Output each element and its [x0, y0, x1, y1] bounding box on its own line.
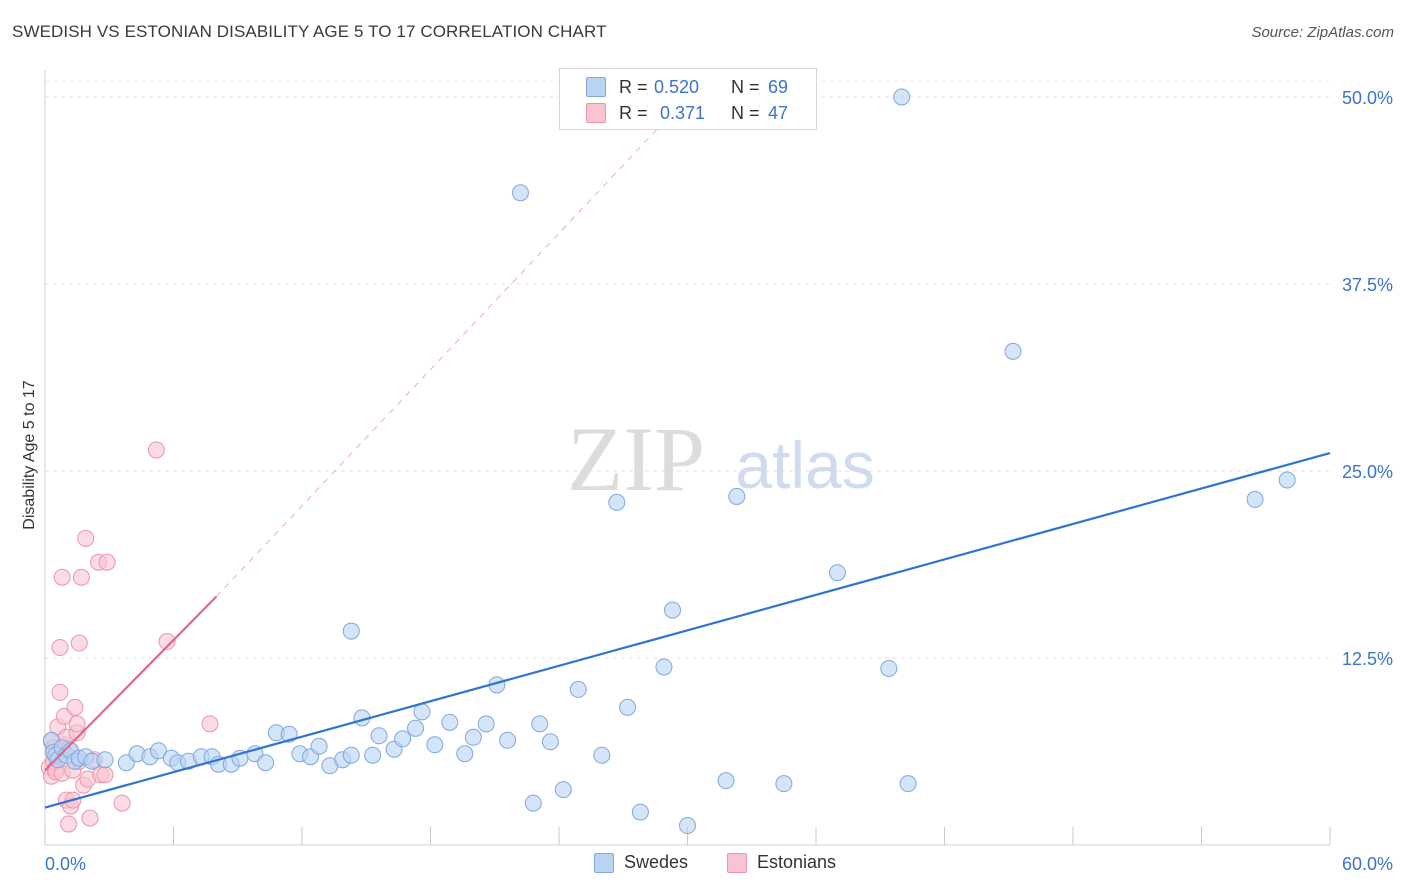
swedes-point	[541, 733, 559, 751]
swedes-point	[96, 751, 114, 769]
swedes-point	[342, 622, 360, 640]
swedes-point	[1246, 490, 1264, 508]
swedes-point	[456, 745, 474, 763]
swedes-swatch	[586, 77, 606, 97]
swedes-point	[477, 715, 495, 733]
swedes-point	[1004, 342, 1022, 360]
estonians-point	[113, 794, 131, 812]
estonians-trend-line	[44, 595, 218, 771]
legend-estonians-n: 47	[768, 102, 789, 123]
estonians-point	[53, 568, 71, 586]
swedes-point	[370, 727, 388, 745]
trend-lines	[44, 96, 1331, 809]
swedes-point	[717, 772, 735, 790]
y-tick-label-3: 50.0%	[1342, 88, 1393, 108]
swedes-point	[608, 493, 626, 511]
correlation-legend: R = 0.520 N = 69 R = 0.371 N = 47	[559, 68, 817, 130]
y-tick-label-0: 12.5%	[1342, 649, 1393, 669]
legend-item-swedes[interactable]: Swedes	[594, 852, 688, 873]
estonians-point	[158, 633, 176, 651]
swedes-trend-line	[44, 451, 1331, 809]
estonians-trend-extension	[215, 96, 688, 598]
chart-title: SWEDISH VS ESTONIAN DISABILITY AGE 5 TO …	[12, 22, 607, 41]
swedes-point	[893, 88, 911, 106]
source-label: Source: ZipAtlas.com	[1251, 24, 1394, 41]
estonians-point	[81, 809, 99, 827]
watermark-zip: ZIP	[567, 408, 705, 510]
swedes-point	[310, 737, 328, 755]
swedes-point	[593, 746, 611, 764]
estonians-point	[72, 568, 90, 586]
swedes-point	[394, 730, 412, 748]
legend-swedes-r: 0.520	[654, 76, 700, 97]
legend-row-swedes: R = 0.520 N = 69	[560, 74, 818, 100]
swedes-legend-swatch	[594, 852, 614, 873]
swedes-point	[828, 564, 846, 582]
legend-row-estonians: R = 0.371 N = 47	[560, 100, 818, 126]
legend-item-estonians[interactable]: Estonians	[727, 852, 836, 873]
swedes-points	[42, 88, 1296, 835]
swedes-point	[364, 746, 382, 764]
estonians-point	[51, 639, 69, 657]
swedes-point	[554, 781, 572, 799]
x-tick-label-max: 60.0%	[1342, 854, 1393, 874]
estonians-point	[96, 766, 114, 784]
swedes-point	[619, 698, 637, 716]
estonians-point	[70, 634, 88, 652]
estonians-points	[40, 441, 219, 833]
legend-swedes-n: 69	[768, 76, 789, 97]
tick-labels: 12.5% 25.0% 37.5% 50.0% 0.0% 60.0%	[45, 88, 1393, 874]
swedes-legend-label: Swedes	[624, 852, 689, 872]
swedes-point	[569, 680, 587, 698]
legend-n-label: N =	[731, 76, 760, 97]
estonians-legend-label: Estonians	[757, 852, 837, 872]
watermark-atlas: atlas	[735, 428, 874, 502]
legend-r-label: R =	[619, 102, 648, 123]
estonians-point	[77, 529, 95, 547]
estonians-point	[201, 715, 219, 733]
estonians-point	[68, 715, 86, 733]
swedes-point	[407, 719, 425, 737]
axes	[44, 70, 1331, 846]
swedes-point	[775, 775, 793, 793]
estonians-point	[51, 683, 69, 701]
legend-estonians-r: 0.371	[660, 102, 706, 123]
y-tick-label-2: 37.5%	[1342, 275, 1393, 295]
swedes-point	[899, 775, 917, 793]
x-tick-label-min: 0.0%	[45, 854, 86, 874]
estonians-point	[66, 698, 84, 716]
estonians-legend-swatch	[727, 852, 747, 873]
swedes-point	[531, 715, 549, 733]
swedes-point	[499, 731, 517, 749]
swedes-point	[679, 817, 696, 835]
grid-lines	[45, 80, 1330, 659]
swedes-point	[257, 754, 275, 772]
estonians-point	[147, 441, 165, 459]
swedes-point	[511, 184, 529, 202]
series-legend: Swedes Estonians	[0, 850, 1406, 880]
swedes-point	[524, 794, 542, 812]
watermark: ZIP atlas	[567, 408, 875, 510]
swedes-point	[342, 746, 360, 764]
estonians-point	[60, 815, 78, 833]
swedes-point	[728, 487, 746, 505]
estonians-point	[98, 553, 116, 571]
legend-n-label: N =	[731, 102, 760, 123]
swedes-point	[880, 659, 898, 677]
swedes-point	[150, 742, 168, 760]
swedes-point	[655, 658, 673, 676]
swedes-point	[1278, 471, 1296, 489]
y-tick-label-1: 25.0%	[1342, 462, 1393, 482]
swedes-point	[464, 728, 482, 746]
swedes-point	[426, 736, 444, 754]
swedes-point	[664, 601, 682, 619]
swedes-point	[441, 713, 459, 731]
swedes-point	[631, 803, 649, 821]
legend-r-label: R =	[619, 76, 648, 97]
estonians-swatch	[586, 103, 606, 123]
